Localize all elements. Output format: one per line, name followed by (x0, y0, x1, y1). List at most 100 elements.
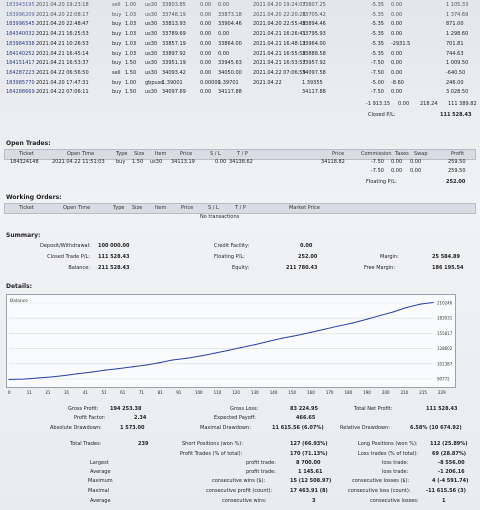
col-item: Item (155, 151, 167, 157)
balance-point (227, 349, 229, 351)
cons-losses-value: 4 (-4 591.74) (432, 478, 469, 484)
history-cell-price: 33789.69 (162, 31, 186, 38)
history-cell-close-time: 2021.04.21 16:48:12 (253, 40, 306, 47)
col-tp: T / P (237, 151, 248, 157)
chart-x-tick: 41 (82, 390, 88, 395)
summary-floating-value: 252.00 (298, 254, 318, 260)
history-cell-commission: -7.50 (371, 89, 384, 96)
history-cell-commission: -5.35 (371, 31, 384, 38)
closed-pl-row: Closed P/L: 111 528.43 (0, 111, 480, 120)
chart-x-tick: 81 (157, 390, 163, 395)
history-cell-item: us30 (145, 31, 158, 38)
wo-col-sl: S / L (208, 205, 219, 211)
profit-factor-label: Profit Factor: (74, 415, 106, 421)
history-row: 183996209 2021.04.20 22:08:17 buy 1.03 us30 3… (0, 11, 480, 20)
balance-point (432, 301, 434, 304)
total-trades-label: Total Trades: (70, 441, 102, 447)
long-positions-label: Long Positions (won %): (358, 441, 418, 447)
largest-profit-label: profit trade: (246, 460, 276, 466)
history-cell-close-time: 2021.04.21 16:26:41 (253, 31, 306, 38)
total-net-profit-label: Total Net Profit: (354, 406, 393, 412)
history-cell-close-time: 2021.04.20 19:24:07 (253, 2, 306, 8)
equity-label: Equity: (232, 265, 250, 271)
history-cell-item: gbpusd (145, 79, 164, 86)
floating-pl-row: Floating P/L: 252.00 (0, 178, 480, 187)
history-row: 184287223 2021.04.22 06:56:50 sell 1.50 us30… (0, 69, 480, 78)
history-cell-swap: 0.00 (391, 69, 403, 76)
balance-chart: Balance 210246 183031 155817 128602 101387 907… (6, 294, 456, 388)
history-cell-close-price: 33964.00 (302, 40, 326, 47)
chart-y-tick: 90772 (437, 377, 450, 382)
loss-trades-label: Loss trades (% of total): (358, 451, 418, 457)
history-cell-close-price: 34097.58 (302, 69, 326, 76)
history-cell-type: buy (112, 21, 122, 28)
history-cell-commission: -5.35 (371, 2, 384, 8)
history-cell-item: us30 (145, 2, 158, 8)
balance-point (365, 318, 368, 321)
maximal-label: Maximal (88, 488, 110, 494)
history-cell-sl: 0.00 (200, 40, 212, 47)
history-cell-open: 2021.04.20 22:48:47 (36, 21, 89, 28)
open-trades-title: Open Trades: (6, 140, 51, 147)
history-cell-price: 1.39001 (162, 79, 183, 86)
history-cell-commission: -5.35 (371, 40, 384, 47)
history-cell-open: 2021.04.22 06:56:50 (36, 69, 89, 76)
relative-drawdown-label: Relative Drawdown: (340, 425, 390, 431)
history-cell-profit: 1 009.50 (446, 60, 469, 67)
chart-y-tick: 101387 (437, 361, 453, 366)
average-label: Average (90, 469, 111, 475)
short-positions-label: Short Positions (won %): (182, 441, 243, 447)
history-cell-type: buy (112, 40, 122, 47)
history-cell-ticket: 183996209 (6, 11, 35, 18)
wo-col-ticket: Ticket (19, 205, 34, 211)
chart-x-tick: 100 (194, 390, 203, 395)
wo-col-tp: T / P (235, 205, 246, 211)
balance-point (295, 334, 298, 337)
history-row: 184288669 2021.04.22 07:06:11 buy 1.50 us30 3… (0, 88, 480, 97)
cons-profit-value: 17 463.91 (8) (290, 488, 328, 494)
history-cell-price: 33803.85 (162, 2, 186, 8)
relative-drawdown-value: 6.58% (10 674.92) (410, 425, 462, 431)
expected-payoff-value: 466.65 (296, 415, 316, 421)
history-cell-size: 1.50 (125, 89, 137, 96)
avg-cons-losses-value: 1 (442, 498, 446, 504)
open-tp: 34138.62 (229, 159, 253, 165)
history-row: 183996545 2021.04.20 22:48:47 buy 1.03 us30 3… (0, 20, 480, 29)
balance-point (186, 357, 188, 359)
history-cell-item: us30 (145, 21, 158, 28)
history-cell-sl: 0.00 (200, 21, 212, 28)
history-cell-type: buy (112, 50, 122, 57)
history-cell-close-time: 2021.04.21 16:53:57 (253, 60, 306, 67)
history-cell-open: 2021.04.20 19:23:18 (36, 2, 89, 8)
col-type: Type (116, 151, 128, 157)
balance-point (419, 303, 422, 305)
balance-point (200, 355, 202, 357)
avg-cons-wins-value: 3 (312, 498, 316, 504)
history-cell-size: 1.03 (125, 11, 137, 18)
history-cell-sl: 0.00 (200, 2, 212, 8)
totals-swap: 0.00 (398, 101, 410, 107)
history-cell-swap: 0.00 (391, 11, 403, 18)
history-cell-ticket: 183996545 (6, 21, 35, 28)
history-cell-open: 2021.04.20 17:47:31 (36, 79, 89, 86)
history-cell-type: buy (112, 79, 122, 86)
chart-x-tick: 215 (419, 390, 427, 395)
absolute-drawdown-value: 1 573.00 (120, 425, 145, 431)
history-cell-profit: 3 028.50 (446, 89, 469, 96)
margin-value: 25 584.89 (432, 254, 460, 260)
gross-profit-value: 194 253.38 (110, 406, 142, 412)
cons-loss-label: consecutive loss (count): (348, 488, 411, 494)
history-cell-price: 33813.93 (162, 21, 186, 28)
history-cell-commission: -7.50 (371, 60, 384, 67)
history-cell-tp: 33873.18 (218, 11, 242, 18)
credit-value: 0.00 (300, 243, 313, 249)
open-profit: 259.50 (448, 159, 466, 165)
chart-x-tick: 91 (176, 390, 182, 395)
history-cell-tp: 0.00 (218, 50, 230, 57)
history-cell-close-price: 33795.93 (302, 31, 326, 38)
history-cell-price: 33951.19 (162, 60, 186, 67)
wo-col-type: Type (113, 205, 125, 211)
largest-label: Largest (90, 460, 109, 466)
chart-x-tick: 170 (325, 390, 334, 395)
